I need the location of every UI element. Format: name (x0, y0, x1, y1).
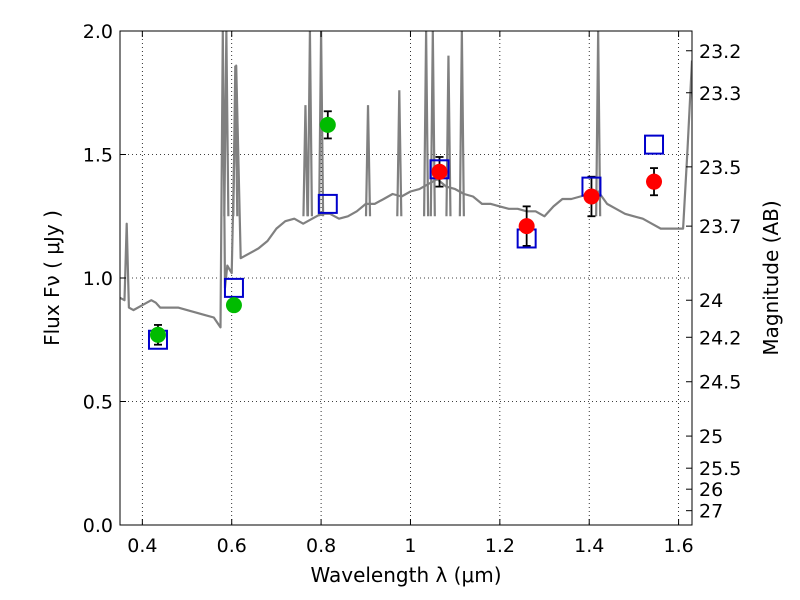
y-tick-label: 1.5 (83, 145, 113, 167)
x-tick-label: 1 (404, 535, 416, 557)
green-flux-point (225, 297, 242, 314)
emission-line-spike (595, 31, 602, 217)
green-flux-point (149, 326, 166, 343)
magnitude-tick-label: 25 (699, 426, 723, 448)
y-tick-label: 1.0 (83, 268, 113, 290)
template-spectrum-line (120, 31, 692, 329)
gridlines (120, 30, 692, 526)
x-axis-label: Wavelength λ (μm) (310, 563, 501, 587)
x-tick-label: 0.4 (127, 535, 157, 557)
y-axis-label: Flux Fν ( μJy ) (40, 210, 64, 346)
x-tick-label: 0.6 (217, 535, 247, 557)
red-flux-point (518, 218, 535, 235)
magnitude-tick-label: 27 (699, 501, 723, 523)
y-tick-label: 2.0 (83, 21, 113, 43)
model-flux-box (644, 134, 665, 155)
emission-line-spike (445, 55, 452, 217)
y-tick-label: 0.0 (83, 515, 113, 537)
x-tick-label: 0.8 (306, 535, 336, 557)
magnitude-tick-label: 23.5 (699, 157, 741, 179)
observed-flux-points (149, 116, 663, 343)
model-flux-box (223, 277, 244, 298)
magnitude-tick-label: 23.2 (699, 41, 741, 63)
x-tick-label: 1.4 (574, 535, 604, 557)
emission-line-spike (306, 31, 314, 217)
emission-line-spike (302, 105, 309, 217)
red-flux-point (646, 173, 663, 190)
magnitude-tick-label: 24.2 (699, 327, 741, 349)
emission-line-spike (364, 105, 372, 217)
axis-ticks (120, 30, 692, 526)
emission-line-spike (232, 65, 239, 217)
magnitude-tick-label: 26 (699, 479, 723, 501)
emission-line-spike (223, 31, 230, 217)
model-flux-box (317, 193, 338, 214)
emission-line-spike (423, 31, 430, 217)
x-tick-label: 1.2 (485, 535, 515, 557)
y-tick-labels: 0.0 0.5 1.0 1.5 2.0 (83, 21, 113, 537)
template-spectrum (120, 31, 692, 329)
magnitude-tick-label: 24.5 (699, 372, 741, 394)
green-flux-point (319, 116, 336, 133)
magnitude-tick-label: 24 (699, 290, 723, 312)
emission-line-spike (429, 31, 436, 217)
magnitude-tick-label: 25.5 (699, 458, 741, 480)
magnitude-tick-label: 23.7 (699, 216, 741, 238)
magnitude-tick-label: 23.3 (699, 83, 741, 105)
plot-frame (119, 30, 693, 526)
x-tick-label: 1.6 (663, 535, 693, 557)
magnitude-axis-label: Magnitude (AB) (759, 200, 783, 355)
emission-line-spike (396, 90, 403, 217)
emission-line-spike (317, 31, 325, 217)
x-tick-labels: 0.4 0.6 0.8 1 1.2 1.4 1.6 (127, 535, 693, 557)
y-tick-label: 0.5 (83, 392, 113, 414)
red-flux-point (583, 188, 600, 205)
emission-line-spike (458, 31, 465, 217)
red-flux-point (431, 163, 448, 180)
model-flux-boxes (147, 134, 665, 350)
